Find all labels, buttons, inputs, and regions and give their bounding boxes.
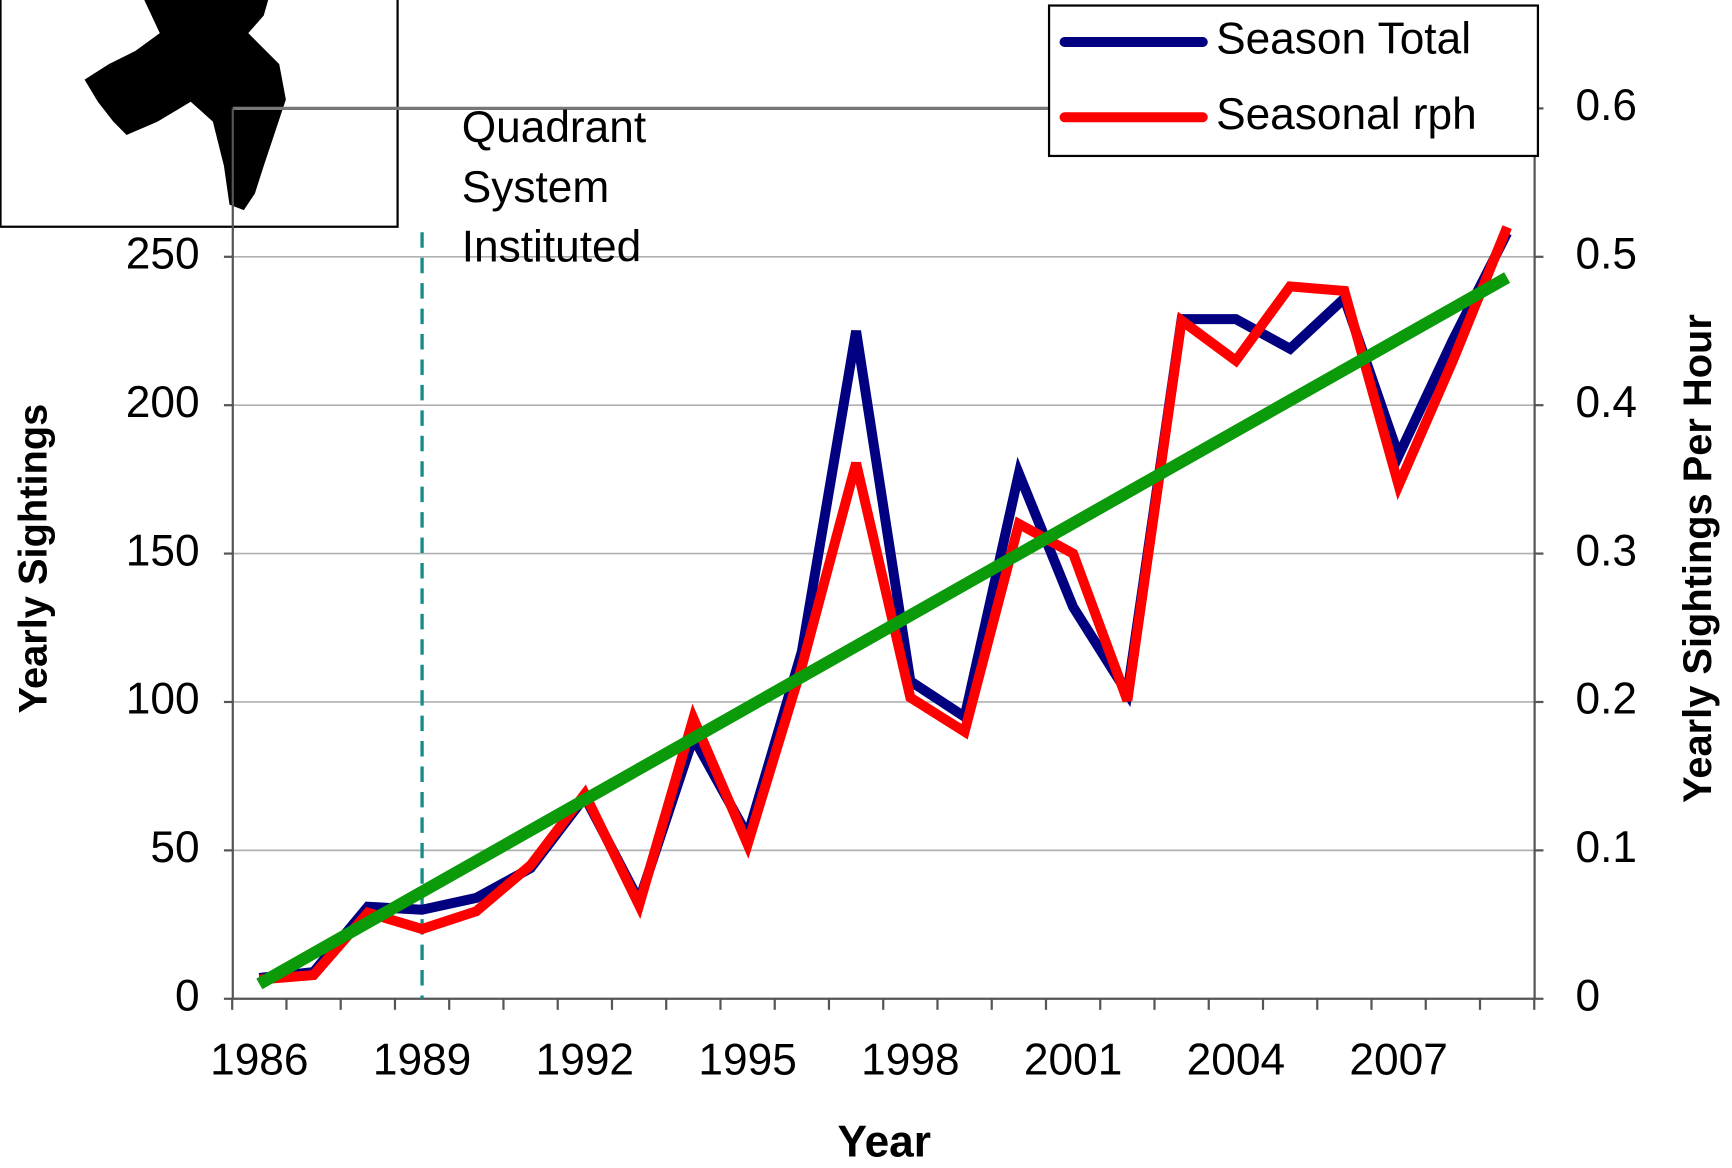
x-axis-title: Year xyxy=(838,1117,931,1166)
page: {"chart_data": { "type": "line", "x_labe… xyxy=(0,0,1732,1168)
series-line xyxy=(259,227,1507,979)
y-tick-label: 150 xyxy=(126,526,200,575)
y-tick-label: 0 xyxy=(175,971,200,1020)
legend-label: Seasonal rph xyxy=(1216,90,1477,139)
chart: Year Yearly Sightings Yearly Sightings P… xyxy=(0,0,1732,1168)
y-tick-label: 200 xyxy=(126,378,200,427)
y2-tick-label: 0.4 xyxy=(1576,378,1638,427)
x-tick-label: 1995 xyxy=(698,1036,796,1085)
y-tick-label: 100 xyxy=(126,675,200,724)
x-tick-label: 1992 xyxy=(536,1036,634,1085)
bird-picture xyxy=(1,0,398,227)
x-tick-label: 1986 xyxy=(210,1036,308,1085)
trendline xyxy=(259,278,1507,984)
y2-tick-label: 0.2 xyxy=(1576,675,1638,724)
annotation-text: System xyxy=(462,163,609,212)
y-tick-label: 250 xyxy=(126,229,200,278)
y2-tick-label: 0.3 xyxy=(1576,526,1638,575)
series-line xyxy=(259,233,1507,978)
x-tick-label: 2004 xyxy=(1187,1036,1285,1085)
y-tick-label: 50 xyxy=(150,823,199,872)
y2-tick-label: 0.6 xyxy=(1576,81,1638,130)
x-tick-label: 2007 xyxy=(1349,1036,1447,1085)
y-axis-title: Yearly Sightings xyxy=(11,404,55,714)
x-tick-label: 1998 xyxy=(861,1036,959,1085)
x-tick-label: 2001 xyxy=(1024,1036,1122,1085)
y2-axis-title: Yearly Sightings Per Hour xyxy=(1676,314,1720,803)
annotation-text: Quadrant xyxy=(462,103,646,152)
legend-label: Season Total xyxy=(1216,15,1471,64)
y2-tick-label: 0.1 xyxy=(1576,823,1638,872)
y2-tick-label: 0 xyxy=(1576,971,1601,1020)
x-tick-label: 1989 xyxy=(373,1036,471,1085)
annotation-text: Instituted xyxy=(462,223,642,272)
legend: Season Total Seasonal rph xyxy=(1049,6,1538,156)
y2-tick-label: 0.5 xyxy=(1576,229,1638,278)
